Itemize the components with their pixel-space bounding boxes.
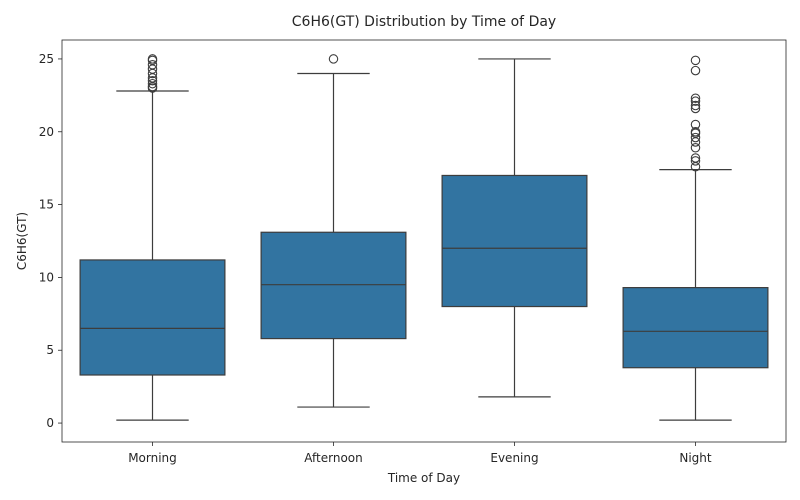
x-tick-label: Morning bbox=[128, 451, 177, 465]
outlier-point bbox=[147, 78, 158, 89]
box-group-morning bbox=[79, 54, 226, 421]
outlier-point bbox=[147, 54, 158, 64]
chart-title: C6H6(GT) Distribution by Time of Day bbox=[292, 14, 556, 30]
outlier-point bbox=[690, 156, 701, 166]
outlier-point bbox=[147, 76, 158, 86]
y-tick-label: 20 bbox=[39, 125, 54, 139]
box-group-evening bbox=[441, 58, 588, 398]
outlier-point bbox=[690, 103, 701, 114]
box bbox=[441, 174, 588, 308]
outlier-point bbox=[690, 65, 701, 76]
outlier-point bbox=[690, 132, 701, 143]
y-axis: 0 5 10 15 20 25 bbox=[39, 52, 62, 430]
box-group-afternoon bbox=[260, 54, 407, 408]
x-axis-label: Time of Day bbox=[387, 471, 460, 485]
box-group-night bbox=[622, 55, 769, 421]
outlier-point bbox=[147, 60, 158, 70]
x-axis: Morning Afternoon Evening Night bbox=[128, 442, 712, 465]
y-tick-label: 5 bbox=[46, 343, 54, 357]
outlier-point bbox=[328, 54, 339, 64]
x-tick-label: Night bbox=[679, 451, 712, 465]
y-tick-label: 15 bbox=[39, 198, 54, 212]
box bbox=[79, 259, 226, 376]
y-tick-label: 10 bbox=[39, 270, 54, 284]
x-tick-label: Afternoon bbox=[304, 451, 363, 465]
outlier-point bbox=[690, 55, 701, 66]
plot-area bbox=[79, 54, 769, 421]
plot-frame bbox=[61, 39, 787, 443]
outlier-point bbox=[690, 96, 701, 106]
outlier-point bbox=[690, 93, 701, 104]
outlier-point bbox=[690, 153, 701, 163]
outlier-point bbox=[690, 127, 701, 137]
box bbox=[260, 231, 407, 340]
outlier-point bbox=[690, 100, 701, 111]
box bbox=[622, 287, 769, 369]
y-tick-label: 0 bbox=[46, 416, 54, 430]
y-tick-label: 25 bbox=[39, 52, 54, 66]
outlier-point bbox=[690, 143, 701, 153]
x-tick-label: Evening bbox=[490, 451, 538, 465]
y-axis-label: C6H6(GT) bbox=[15, 212, 29, 270]
outlier-point bbox=[690, 119, 701, 130]
